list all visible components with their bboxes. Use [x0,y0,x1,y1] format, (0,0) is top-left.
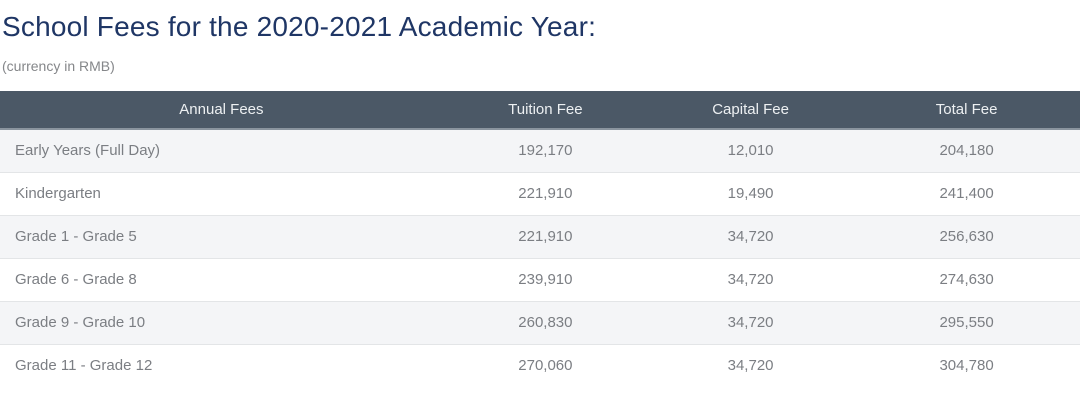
row-label-cell: Kindergarten [0,172,443,216]
page-title: School Fees for the 2020-2021 Academic Y… [2,11,597,42]
row-label-cell: Grade 11 - Grade 12 [15,357,153,375]
column-header: Annual Fees [0,91,443,130]
fee-value-cell: 19,490 [647,172,854,216]
currency-note: (currency in RMB) [2,58,115,74]
fee-value-cell: 274,630 [853,258,1080,302]
row-label-cell: Grade 1 - Grade 5 [0,215,443,259]
table-row: Grade 6 - Grade 8 239,910 34,720 274,630 [0,258,1080,302]
table-row: Grade 1 - Grade 5 221,910 34,720 256,630 [0,215,1080,259]
column-header: Total Fee [853,91,1080,130]
fee-value-cell: 239,910 [442,258,648,302]
table-body: Early Years (Full Day) 192,170 12,010 204,1… [0,129,1080,387]
fee-value-cell: 241,400 [853,172,1080,216]
row-label-cell: Grade 6 - Grade 8 [0,258,443,302]
fee-value-cell: 304,780 [939,357,994,375]
fee-value-cell: 34,720 [727,357,774,375]
fee-value-cell: 270,060 [518,357,573,375]
fee-value-cell: 34,720 [647,301,854,345]
fee-value-cell: 295,550 [853,301,1080,345]
column-header: Capital Fee [647,91,854,130]
table-row: Grade 11 - Grade 12 270,060 34,720 304,780 [0,344,1080,387]
fee-value-cell: 192,170 [442,129,648,173]
column-header: Tuition Fee [442,91,648,130]
fee-value-cell: 221,910 [442,172,648,216]
fee-value-cell: 221,910 [442,215,648,259]
fee-value-cell: 12,010 [647,129,854,173]
fees-table: Annual Fees Tuition Fee Capital Fee Total F… [0,91,1080,387]
table-row: Kindergarten 221,910 19,490 241,400 [0,172,1080,216]
fee-value-cell: 34,720 [647,258,854,302]
header-row: Annual Fees Tuition Fee Capital Fee Total F… [0,91,1080,130]
table-row: Early Years (Full Day) 192,170 12,010 204,1… [0,129,1080,173]
row-label-cell: Early Years (Full Day) [0,129,443,173]
fee-value-cell: 260,830 [442,301,648,345]
fee-value-cell: 204,180 [853,129,1080,173]
table-row: Grade 9 - Grade 10 260,830 34,720 295,550 [0,301,1080,345]
row-label-cell: Grade 9 - Grade 10 [0,301,443,345]
fee-value-cell: 256,630 [853,215,1080,259]
fee-value-cell: 34,720 [647,215,854,259]
